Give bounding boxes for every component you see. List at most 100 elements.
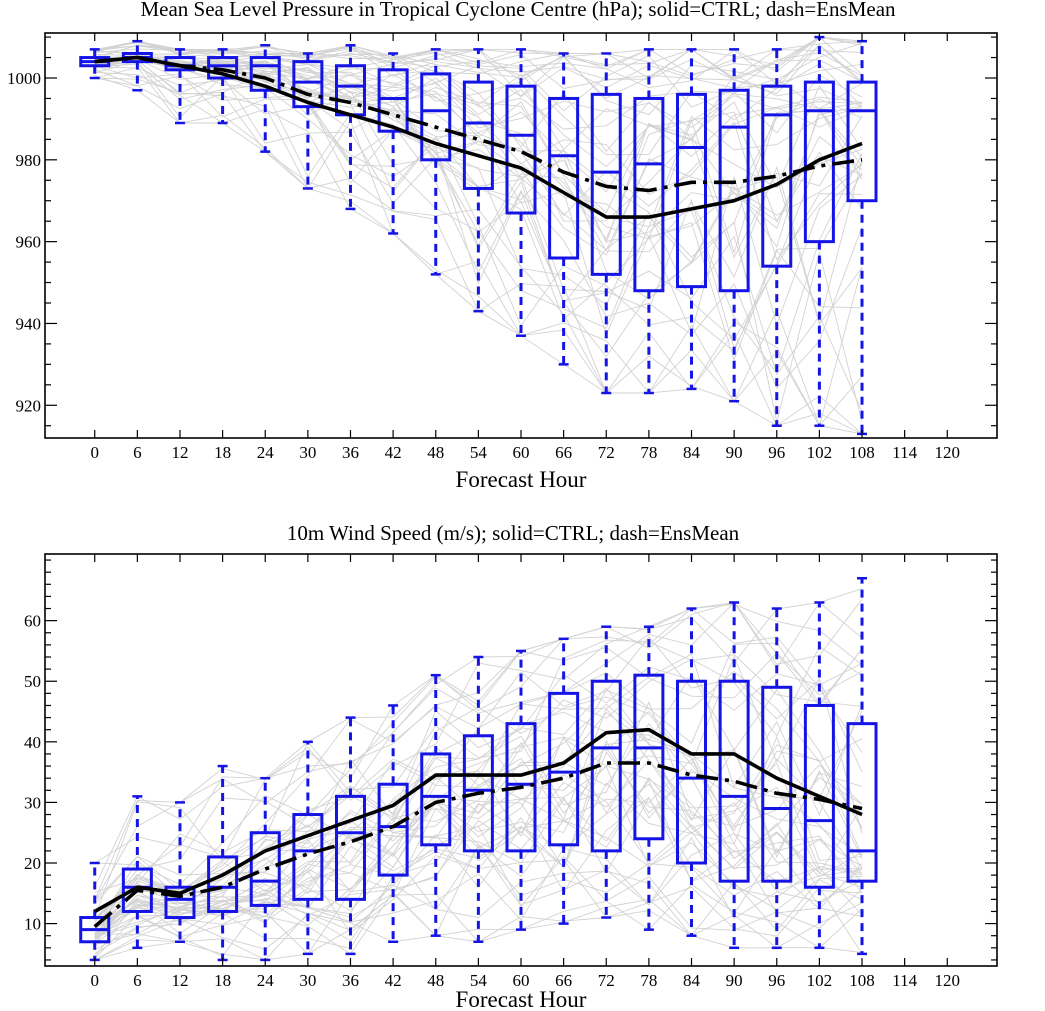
box-hour-54 [462,655,494,944]
x-tick-label: 60 [513,971,530,990]
iqr-box [846,80,878,203]
x-tick-label: 78 [640,443,657,462]
x-tick-label: 24 [257,443,275,462]
x-tick-label: 54 [470,443,488,462]
x-tick-label: 102 [807,971,833,990]
x-tick-label: 6 [133,443,142,462]
x-tick-label: 42 [385,443,402,462]
iqr-box [377,782,409,877]
box-hour-78 [633,48,665,395]
box-hour-48 [420,48,452,276]
y-tick-label: 1000 [7,69,41,88]
box-hour-30 [292,740,324,956]
x-tick-label: 66 [555,971,572,990]
x-tick-label: 84 [683,443,701,462]
iqr-box [505,722,537,853]
iqr-box [207,56,239,80]
iqr-box [548,691,580,847]
iqr-box [292,813,324,901]
box-hour-60 [505,48,537,337]
series-ctrl-line [94,55,863,219]
iqr-box [420,72,452,162]
box-hour-78 [633,625,665,931]
box-hour-72 [590,52,622,395]
member-line [94,776,863,935]
iqr-box [633,96,665,293]
wind-series-lines [93,727,863,928]
x-tick-label: 84 [683,971,701,990]
y-tick-label: 960 [16,233,42,252]
wind-plot-frame [44,553,998,967]
iqr-box [846,722,878,883]
x-tick-label: 24 [257,971,275,990]
box-hour-72 [590,625,622,919]
x-tick-label: 30 [299,443,316,462]
x-tick-label: 108 [849,443,875,462]
x-tick-label: 120 [935,443,961,462]
x-tick-label: 90 [726,971,743,990]
iqr-box [676,92,708,289]
x-tick-label: 48 [427,443,444,462]
iqr-box [334,794,366,901]
y-tick-label: 10 [24,915,41,934]
box-hour-90 [718,601,750,950]
box-hour-84 [676,48,708,391]
member-line [94,739,863,929]
member-line [94,58,863,255]
x-tick-label: 72 [598,971,615,990]
box-hour-0 [79,861,111,962]
iqr-box [718,88,750,293]
box-hour-24 [249,44,281,153]
x-tick-label: 36 [342,443,359,462]
box-hour-48 [420,673,452,937]
x-tick-label: 18 [214,443,231,462]
x-tick-label: 78 [640,971,657,990]
x-tick-label: 96 [768,971,785,990]
pressure-plot-frame [44,32,998,439]
member-line [94,56,863,153]
member-line [94,737,863,938]
pressure-chart-title: Mean Sea Level Pressure in Tropical Cycl… [140,0,896,21]
x-tick-label: 12 [171,971,188,990]
box-hour-66 [548,52,580,366]
y-tick-label: 50 [24,672,41,691]
iqr-box [590,92,622,276]
wind-xlabel: Forecast Hour [456,987,587,1011]
iqr-box [292,60,324,109]
iqr-box [249,831,281,907]
y-tick-label: 920 [16,396,42,415]
member-line [94,751,863,937]
iqr-box [462,734,494,853]
x-tick-label: 54 [470,971,488,990]
y-tick-label: 30 [24,793,41,812]
box-hour-36 [334,716,366,956]
iqr-box [590,679,622,853]
box-hour-108 [846,576,878,956]
y-tick-label: 40 [24,733,41,752]
y-tick-label: 60 [24,612,41,631]
x-tick-label: 18 [214,971,231,990]
x-tick-label: 66 [555,443,572,462]
member-line [94,741,863,930]
wind-chart-title: 10m Wind Speed (m/s); solid=CTRL; dash=E… [287,521,740,545]
box-hour-18 [207,48,239,125]
box-hour-66 [548,637,580,925]
pressure-series-lines [94,55,863,219]
x-tick-label: 120 [935,971,961,990]
box-hour-30 [292,52,324,190]
pressure-xlabel: Forecast Hour [456,467,587,492]
iqr-box [420,752,452,847]
x-tick-label: 72 [598,443,615,462]
series-ensmean-line [93,761,863,928]
x-tick-label: 96 [768,443,785,462]
x-tick-label: 102 [807,443,833,462]
box-hour-18 [207,764,239,962]
x-tick-label: 42 [385,971,402,990]
box-hour-12 [164,801,196,944]
wind-axes: 0 6 12 18 24 30 36 42 48 54 60 66 72 78 84 90 96 102 108 11… [24,554,997,990]
member-line [94,65,863,389]
series-ensmean-line [94,55,863,193]
y-tick-label: 940 [16,314,42,333]
box-hour-108 [846,39,878,436]
